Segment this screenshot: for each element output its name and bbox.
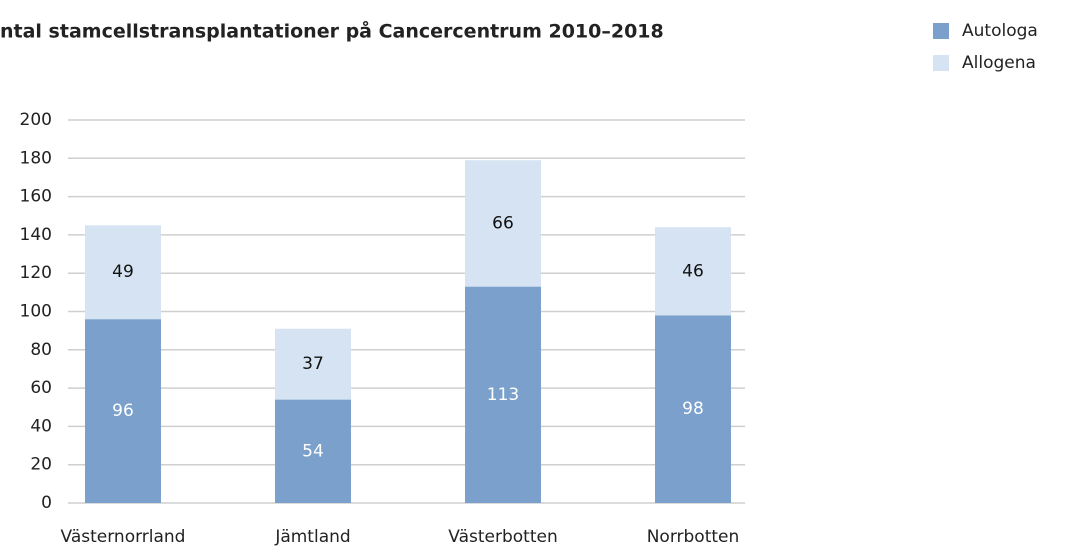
y-tick-label: 100 xyxy=(20,302,52,322)
value-label: 98 xyxy=(682,399,704,419)
value-label: 113 xyxy=(487,385,519,405)
y-tick-label: 0 xyxy=(41,493,52,513)
bar-segment xyxy=(275,328,351,400)
bar-segment xyxy=(275,399,351,503)
y-tick-label: 60 xyxy=(30,378,52,398)
y-tick-label: 20 xyxy=(30,455,52,475)
x-tick-label: Västerbotten xyxy=(448,527,557,547)
y-tick-label: 80 xyxy=(30,340,52,360)
value-label: 46 xyxy=(682,261,704,281)
value-label: 49 xyxy=(112,262,134,282)
value-label: 96 xyxy=(112,401,134,421)
bar-segment xyxy=(465,286,541,503)
y-tick-label: 200 xyxy=(20,110,52,130)
bar-segment xyxy=(655,227,731,316)
legend-swatch xyxy=(933,23,949,39)
value-label: 54 xyxy=(302,441,324,461)
legend-label: Allogena xyxy=(962,53,1036,73)
y-tick-label: 160 xyxy=(20,187,52,207)
legend-swatch xyxy=(933,55,949,71)
legend-label: Autologa xyxy=(962,21,1038,41)
bar-segment xyxy=(655,315,731,503)
x-tick-label: Jämtland xyxy=(274,527,350,547)
value-label: 37 xyxy=(302,354,324,374)
y-tick-label: 40 xyxy=(30,416,52,436)
bar-segment xyxy=(465,160,541,287)
value-label: 66 xyxy=(492,213,514,233)
x-tick-label: Västernorrland xyxy=(61,527,186,547)
chart-title: ntal stamcellstransplantationer på Cance… xyxy=(0,19,664,43)
y-tick-label: 140 xyxy=(20,225,52,245)
y-tick-label: 180 xyxy=(20,148,52,168)
bar-segment xyxy=(85,225,161,320)
y-tick-label: 120 xyxy=(20,263,52,283)
bar-segment xyxy=(85,319,161,503)
x-tick-label: Norrbotten xyxy=(647,527,740,547)
